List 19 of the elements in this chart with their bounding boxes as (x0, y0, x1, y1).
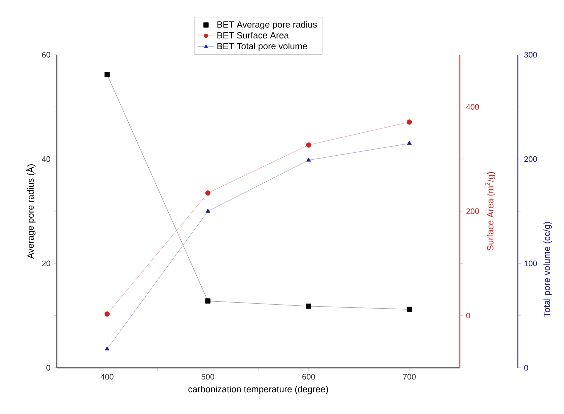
point (206, 208, 210, 213)
point (407, 141, 412, 146)
point (105, 346, 110, 351)
point (306, 158, 312, 162)
point (306, 304, 312, 310)
legend-label: BET Total pore volume (218, 42, 308, 52)
legend-label: BET Surface Area (218, 32, 290, 39)
y3-axis-title: Total pore volume (cc/g) (544, 222, 552, 318)
point (104, 72, 110, 78)
y-axis-title: Average pore radius (Å) (26, 164, 36, 259)
point (206, 298, 211, 304)
x-axis-title: carbonization temperature (degree) (188, 386, 328, 394)
point (206, 190, 211, 196)
legend-label: BET Average pore radius (218, 21, 318, 30)
point (407, 306, 412, 312)
point (407, 120, 412, 125)
point (104, 312, 110, 317)
point (306, 142, 312, 148)
y2-axis-title: Surface Area (m$^{2}$/g) (486, 172, 496, 251)
